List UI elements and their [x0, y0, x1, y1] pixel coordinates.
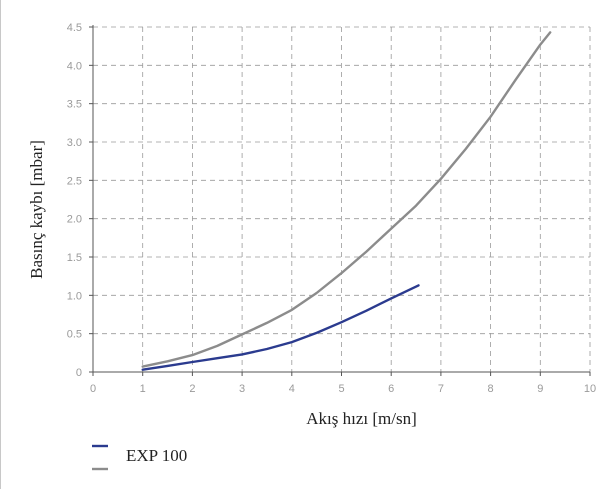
y-tick-label: 2.0	[67, 214, 82, 226]
series-lines	[141, 31, 552, 371]
y-tick-label: 4.5	[67, 22, 82, 34]
x-tick-label: 3	[239, 383, 245, 395]
y-tick-label: 1.0	[67, 290, 82, 302]
x-tick-label: 4	[289, 383, 295, 395]
y-tick-label: 2.5	[67, 175, 82, 187]
y-tick-label: 3.5	[67, 99, 82, 111]
series-line-gray	[141, 31, 552, 368]
y-tick-label: 0	[76, 367, 82, 379]
x-tick-label: 9	[537, 383, 543, 395]
y-tick-label: 3.0	[67, 137, 82, 149]
x-tick-label: 10	[584, 383, 596, 395]
tick-labels: 0 1 2 3 4 5 6 7 8 9 10 0 0.5 1.0 1.5 2.0 2.5 3.0 3.5 4.0 4.5	[67, 22, 596, 395]
x-tick-label: 1	[140, 383, 146, 395]
x-tick-label: 6	[388, 383, 394, 395]
legend: EXP 100	[92, 444, 187, 471]
axes	[89, 25, 591, 376]
x-axis-title: Akış hızı [m/sn]	[306, 409, 417, 428]
y-tick-label: 4.0	[67, 60, 82, 72]
x-tick-label: 2	[189, 383, 195, 395]
grid	[93, 26, 591, 372]
x-tick-label: 8	[488, 383, 494, 395]
series-line-exp-100	[141, 284, 420, 371]
legend-label-exp-100: EXP 100	[126, 446, 187, 465]
y-axis-title: Basınç kaybı [mbar]	[27, 140, 46, 279]
x-tick-label: 5	[338, 383, 344, 395]
y-tick-label: 0.5	[67, 329, 82, 341]
y-tick-label: 1.5	[67, 252, 82, 264]
x-tick-label: 7	[438, 383, 444, 395]
x-tick-label: 0	[90, 383, 96, 395]
